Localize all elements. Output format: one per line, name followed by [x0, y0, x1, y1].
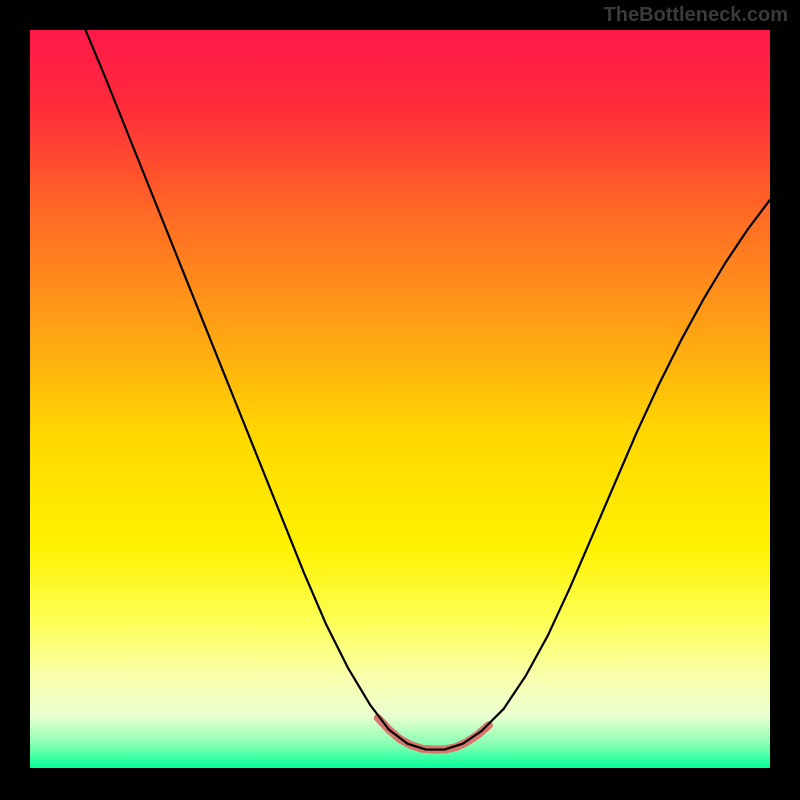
main-curve [86, 30, 771, 750]
chart-curve [30, 30, 770, 768]
plot-area [30, 30, 770, 768]
watermark-text: TheBottleneck.com [604, 4, 788, 27]
